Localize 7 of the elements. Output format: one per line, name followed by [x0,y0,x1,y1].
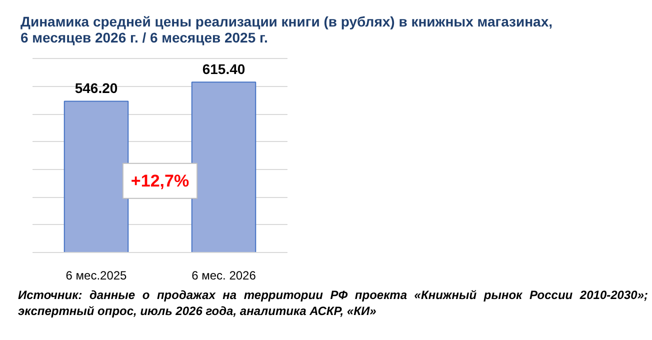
data-label: 546.20 [74,80,118,96]
data-label: 615.40 [202,61,246,78]
x-tick-label: 6 мес. 2026 [192,268,256,282]
text: Источник: данные о продажах на территории РФ проекта «Книжный рынок России 2010-2030»; экспертный опрос, июль 2026 года, аналитика АСКР, «КИ» [18,288,648,320]
annotation: +12,7% [130,171,190,190]
chart-title: Динамика средней цены реализации книги (в рублях) в книжных магазинах, 6 месяцев 2026 г. / 6 месяцев 2025 г. [20,14,553,46]
x-tick-label: 6 мес.2025 [66,268,128,282]
